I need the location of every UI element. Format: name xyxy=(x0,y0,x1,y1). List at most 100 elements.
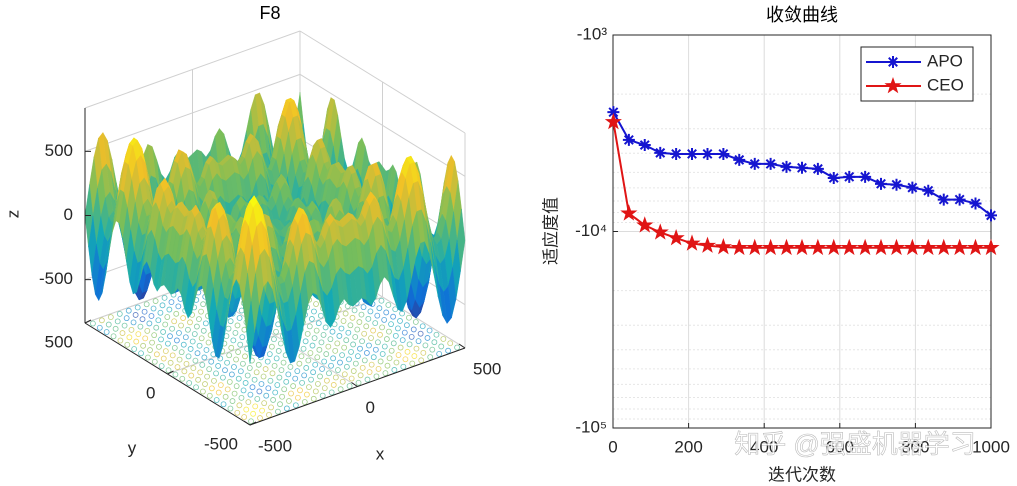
contour xyxy=(153,324,160,331)
contour xyxy=(382,370,389,377)
y-tick xyxy=(84,319,92,324)
contour xyxy=(313,301,319,307)
contour xyxy=(161,294,168,301)
contour xyxy=(153,351,160,358)
contour xyxy=(117,337,124,344)
watermark: 知乎 @强盛机器学习 xyxy=(734,429,976,459)
contour xyxy=(189,338,196,345)
contour xyxy=(411,353,418,359)
line-title: 收敛曲线 xyxy=(766,5,838,25)
contour xyxy=(133,338,140,345)
marker xyxy=(953,193,966,206)
contour xyxy=(195,376,202,383)
contour xyxy=(126,334,133,341)
contour xyxy=(208,385,215,392)
contour xyxy=(399,337,406,344)
contour xyxy=(147,347,153,353)
contour xyxy=(149,339,155,346)
contour xyxy=(359,364,366,371)
contour xyxy=(112,325,119,332)
contour xyxy=(200,301,207,308)
contour xyxy=(259,407,265,414)
marker xyxy=(935,238,953,256)
contour xyxy=(155,317,162,324)
y-tick-label: -500 xyxy=(204,434,238,453)
marker xyxy=(651,223,669,240)
contour xyxy=(240,387,247,394)
contour xyxy=(372,320,379,327)
contour xyxy=(222,393,229,400)
contour xyxy=(178,322,184,329)
contour xyxy=(361,357,368,364)
contour xyxy=(176,356,183,363)
contour xyxy=(438,343,445,350)
contour xyxy=(305,357,312,364)
contour xyxy=(248,357,255,364)
contour xyxy=(191,331,198,337)
marker xyxy=(793,238,811,256)
marker xyxy=(951,238,969,256)
contour xyxy=(123,315,130,322)
z-tick-label: 0 xyxy=(64,205,73,224)
contour xyxy=(334,340,341,347)
contour xyxy=(454,344,460,351)
contour xyxy=(266,351,273,358)
contour xyxy=(220,401,227,408)
contour xyxy=(130,319,137,326)
contour xyxy=(275,408,281,415)
contour xyxy=(418,357,425,364)
y-label: 适应度值 xyxy=(541,197,560,265)
contour xyxy=(275,348,282,354)
marker xyxy=(730,238,748,256)
contour xyxy=(227,405,234,412)
contour xyxy=(198,308,204,315)
contour xyxy=(349,314,356,321)
contour xyxy=(206,392,213,399)
contour xyxy=(164,314,171,320)
contour xyxy=(188,372,195,379)
contour xyxy=(141,308,148,315)
contour xyxy=(335,367,341,373)
x-tick-label: 500 xyxy=(473,359,501,378)
contour xyxy=(272,389,279,396)
surface-patch xyxy=(246,301,255,364)
contour xyxy=(283,405,290,412)
contour xyxy=(228,371,235,378)
contour xyxy=(377,358,384,365)
legend-label: APO xyxy=(927,51,963,70)
contour xyxy=(386,355,393,362)
contour xyxy=(363,323,370,330)
contour xyxy=(378,297,385,304)
contour xyxy=(406,341,413,348)
contour xyxy=(372,346,379,353)
contour xyxy=(269,370,276,377)
contour xyxy=(202,320,209,327)
contour xyxy=(167,333,173,340)
x-label: x xyxy=(376,444,385,463)
marker xyxy=(748,157,761,170)
contour xyxy=(404,348,411,355)
marker xyxy=(636,216,654,233)
contour xyxy=(239,334,246,341)
marker xyxy=(985,209,997,222)
contour xyxy=(426,327,433,334)
marker xyxy=(843,170,856,183)
contour xyxy=(179,375,186,382)
marker xyxy=(825,238,843,256)
contour xyxy=(131,346,138,352)
marker xyxy=(809,238,827,256)
contour xyxy=(202,381,208,387)
contour xyxy=(166,306,173,313)
contour xyxy=(318,339,325,346)
contour xyxy=(271,336,277,343)
contour xyxy=(343,363,350,370)
contour xyxy=(429,346,436,353)
contour xyxy=(397,318,403,324)
contour xyxy=(230,337,237,344)
contour xyxy=(424,335,431,341)
contour xyxy=(107,314,114,321)
contour xyxy=(383,309,390,316)
contour xyxy=(90,320,96,327)
marker xyxy=(746,238,764,256)
marker xyxy=(777,238,796,256)
